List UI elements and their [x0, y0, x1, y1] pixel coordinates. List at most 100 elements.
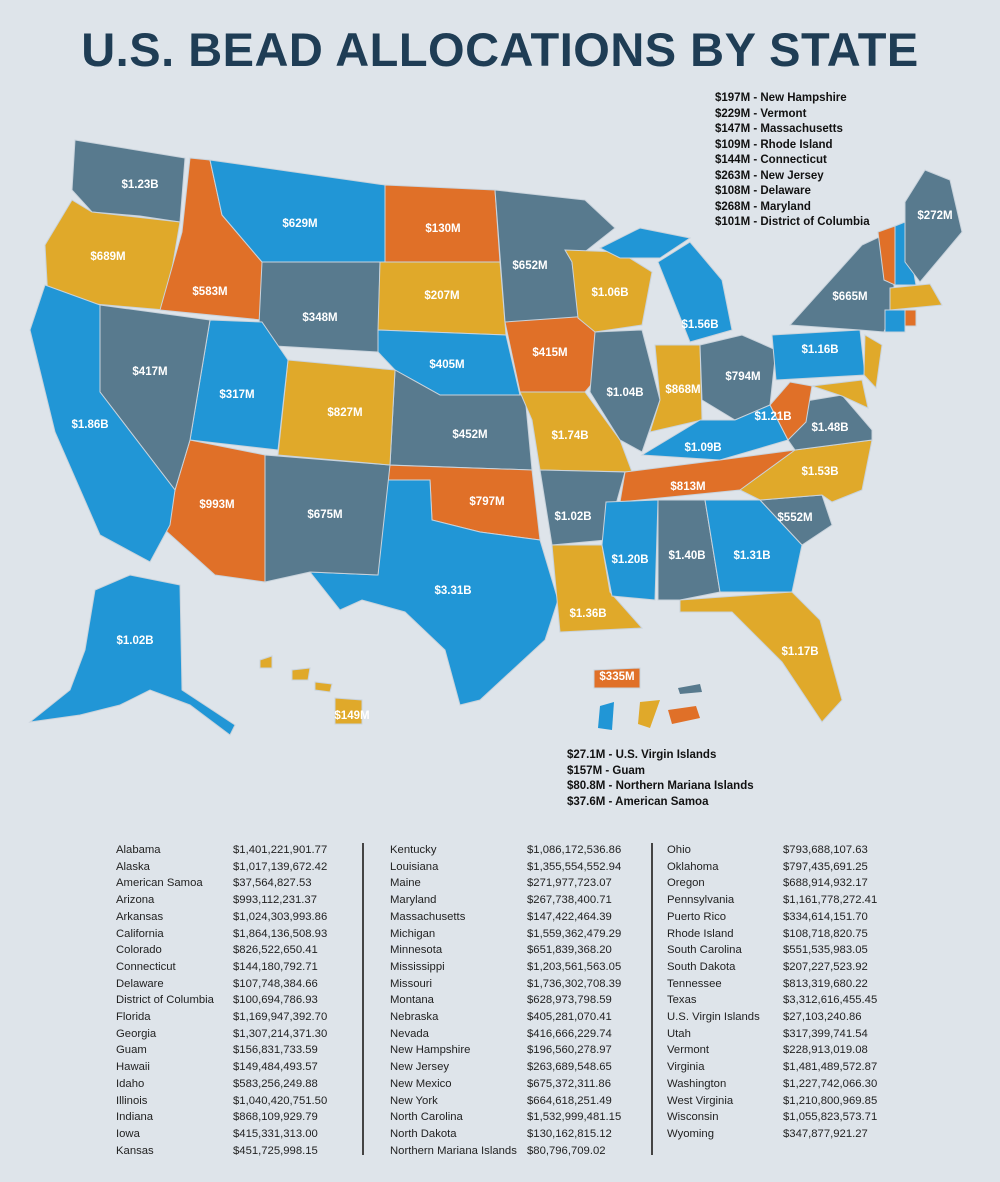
- table-row: Michigan $1,559,362,479.29: [390, 926, 621, 943]
- allocation-amount: $1,307,214,371.30: [233, 1027, 328, 1040]
- state-amount-label: $665M: [832, 291, 867, 303]
- state-amount-label: $1.48B: [811, 422, 848, 434]
- allocation-amount: $267,738,400.71: [527, 894, 612, 907]
- legend-item: $108M - Delaware: [715, 185, 811, 197]
- table-row: Kentucky $1,086,172,536.86: [390, 842, 621, 859]
- table-row: U.S. Virgin Islands $27,103,240.86: [667, 1009, 877, 1026]
- state-indiana: [649, 344, 703, 433]
- state-name: Washington: [667, 1077, 727, 1090]
- table-row: Alaska $1,017,139,672.42: [116, 859, 327, 876]
- allocation-amount: $868,109,929.79: [233, 1111, 318, 1124]
- allocation-amount: $1,169,947,392.70: [233, 1011, 328, 1024]
- allocation-amount: $688,914,932.17: [783, 877, 868, 890]
- legend-item: $109M - Rhode Island: [715, 138, 833, 151]
- state-mississippi: [601, 499, 659, 601]
- legend-item: $157M - Guam: [567, 764, 645, 777]
- column-divider: [362, 843, 364, 1155]
- table-row: Maine $271,977,723.07: [390, 875, 621, 892]
- table-row: Arizona $993,112,231.37: [116, 892, 327, 909]
- allocation-amount: $1,864,136,508.93: [233, 927, 328, 940]
- state-texas: [308, 479, 559, 706]
- state-amount-label: $689M: [90, 251, 125, 263]
- state-amount-label: $1.06B: [591, 287, 628, 299]
- table-row: New Mexico $675,372,311.86: [390, 1076, 621, 1093]
- allocation-amount: $156,831,733.59: [233, 1044, 318, 1057]
- table-row: South Dakota $207,227,523.92: [667, 959, 877, 976]
- legend-item: $197M - New Hampshire: [715, 92, 847, 104]
- allocation-amount: $207,227,523.92: [783, 960, 868, 973]
- state-amount-label: $207M: [424, 290, 459, 302]
- state-name: Northern Mariana Islands: [390, 1144, 517, 1157]
- table-row: Hawaii $149,484,493.57: [116, 1059, 327, 1076]
- state-name: Wyoming: [667, 1127, 714, 1140]
- state-amount-label: $583M: [192, 286, 227, 298]
- allocation-amount: $149,484,493.57: [233, 1061, 318, 1074]
- allocation-amount: $651,839,368.20: [527, 944, 612, 957]
- table-row: Mississippi $1,203,561,563.05: [390, 959, 621, 976]
- allocation-table-column-2: Kentucky $1,086,172,536.86 Louisiana $1,355…: [390, 842, 621, 1159]
- territory-island: [678, 684, 702, 694]
- table-row: Iowa $415,331,313.00: [116, 1126, 327, 1143]
- allocation-amount: $147,422,464.39: [527, 910, 612, 923]
- allocation-amount: $1,024,303,993.86: [233, 910, 328, 923]
- state-name: Kansas: [116, 1144, 154, 1157]
- state-amount-label: $629M: [282, 218, 317, 230]
- allocation-amount: $27,103,240.86: [783, 1011, 862, 1024]
- state-hawaii: [314, 681, 333, 693]
- table-row: Guam $156,831,733.59: [116, 1042, 327, 1059]
- state-amount-label: $675M: [307, 509, 342, 521]
- state-name: New Mexico: [390, 1077, 452, 1090]
- state-name: Alaska: [116, 860, 150, 873]
- table-row: Connecticut $144,180,792.71: [116, 959, 327, 976]
- state-name: Arizona: [116, 894, 155, 907]
- table-row: Arkansas $1,024,303,993.86: [116, 909, 327, 926]
- state-new-jersey: [863, 334, 883, 390]
- table-row: Nevada $416,666,229.74: [390, 1026, 621, 1043]
- state-name: South Carolina: [667, 944, 742, 957]
- allocation-amount: $583,256,249.88: [233, 1077, 318, 1090]
- allocation-amount: $1,559,362,479.29: [527, 927, 622, 940]
- legend-item: $37.6M - American Samoa: [567, 795, 709, 808]
- allocation-amount: $551,535,983.05: [783, 944, 868, 957]
- allocation-amount: $993,112,231.37: [233, 894, 317, 907]
- allocation-amount: $196,560,278.97: [527, 1044, 612, 1057]
- table-row: Ohio $793,688,107.63: [667, 842, 877, 859]
- allocation-amount: $664,618,251.49: [527, 1094, 612, 1107]
- state-name: Missouri: [390, 977, 433, 990]
- state-name: Tennessee: [667, 977, 722, 990]
- table-row: New Hampshire $196,560,278.97: [390, 1042, 621, 1059]
- state-connecticut: [884, 309, 906, 333]
- allocation-amount: $144,180,792.71: [233, 960, 318, 973]
- state-name: Alabama: [116, 844, 161, 856]
- state-name: Colorado: [116, 944, 162, 957]
- northeast-legend: $197M - New Hampshire $229M - Vermont $147…: [715, 91, 870, 231]
- state-michigan: [657, 241, 733, 343]
- allocation-amount: $826,522,650.41: [233, 944, 318, 957]
- state-name: Idaho: [116, 1077, 145, 1090]
- allocation-amount: $813,319,680.22: [783, 977, 868, 990]
- allocation-amount: $3,312,616,455.45: [783, 994, 878, 1007]
- allocation-amount: $1,086,172,536.86: [527, 844, 622, 856]
- state-alabama: [657, 499, 721, 601]
- page-title: U.S. BEAD ALLOCATIONS BY STATE: [81, 23, 919, 76]
- state-hawaii: [259, 655, 273, 669]
- state-amount-label: $1.31B: [733, 550, 770, 562]
- state-amount-label: $1.09B: [684, 442, 721, 454]
- legend-item: $27.1M - U.S. Virgin Islands: [567, 749, 717, 761]
- table-row: Idaho $583,256,249.88: [116, 1076, 327, 1093]
- state-name: U.S. Virgin Islands: [667, 1011, 760, 1024]
- state-name: California: [116, 927, 164, 940]
- allocation-amount: $108,718,820.75: [783, 927, 868, 940]
- state-amount-label: $1.20B: [611, 554, 648, 566]
- allocation-amount: $1,401,221,901.77: [233, 844, 328, 856]
- state-amount-label: $1.04B: [606, 387, 643, 399]
- table-row: Puerto Rico $334,614,151.70: [667, 909, 877, 926]
- table-row: Northern Mariana Islands $80,796,709.02: [390, 1143, 621, 1160]
- table-row: Pennsylvania $1,161,778,272.41: [667, 892, 877, 909]
- table-row: Maryland $267,738,400.71: [390, 892, 621, 909]
- state-georgia: [704, 499, 803, 593]
- state-name: American Samoa: [116, 877, 203, 890]
- table-row: Texas $3,312,616,455.45: [667, 992, 877, 1009]
- state-amount-label: $868M: [665, 384, 700, 396]
- table-row: Vermont $228,913,019.08: [667, 1042, 877, 1059]
